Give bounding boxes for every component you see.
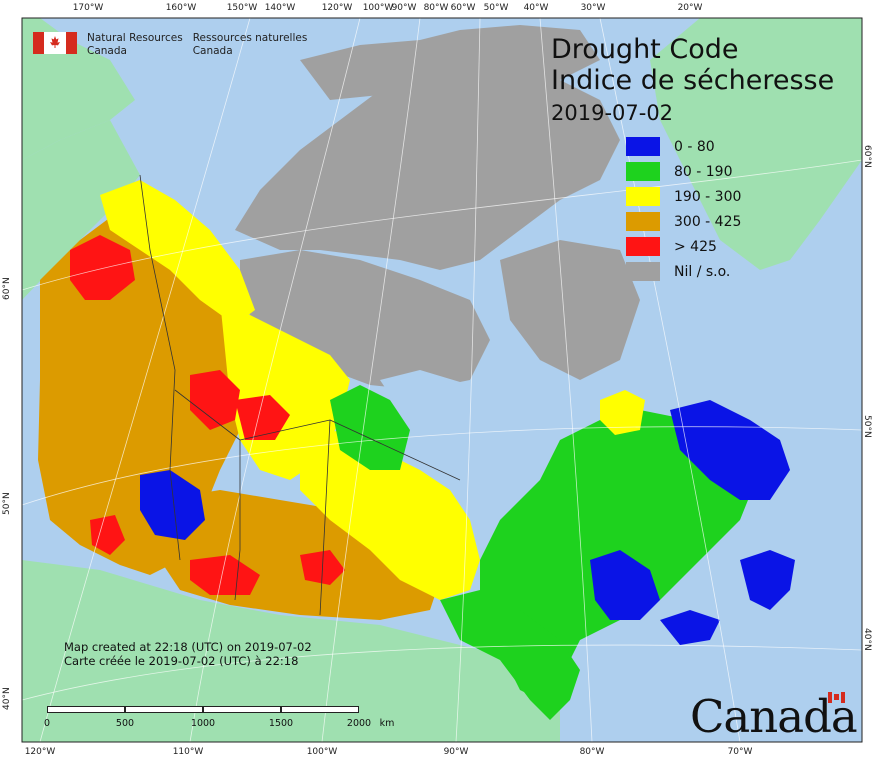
scale-label: 0 <box>43 718 51 729</box>
bottom-tick-3: 100°W <box>306 747 338 757</box>
labrador-blue <box>670 400 790 500</box>
top-tick-11: 40°W <box>523 3 549 13</box>
bottom-tick-5: 80°W <box>579 747 605 757</box>
legend-item: 300 - 425 <box>626 209 741 234</box>
bottom-tick-2: 110°W <box>172 747 204 757</box>
right-tick-2: 50°N <box>862 415 872 438</box>
top-tick-8: 80°W <box>423 3 449 13</box>
legend-label: 190 - 300 <box>674 188 742 205</box>
top-tick-13: 20°W <box>677 3 703 13</box>
nwt-red <box>190 370 240 430</box>
top-tick-2: 160°W <box>165 3 197 13</box>
left-tick-1: 60°N <box>2 277 12 300</box>
legend-swatch <box>626 212 660 231</box>
greenland <box>650 18 862 270</box>
legend-swatch <box>626 137 660 156</box>
legend-swatch <box>626 237 660 256</box>
top-tick-5: 120°W <box>321 3 353 13</box>
map-date: 2019-07-02 <box>551 101 674 125</box>
legend-swatch <box>626 187 660 206</box>
scale-label: 2000 <box>346 718 372 729</box>
alberta-blue <box>140 470 205 540</box>
right-tick-3: 40°N <box>862 628 872 651</box>
legend-label: > 425 <box>674 238 717 255</box>
manitoba-yellow <box>300 430 480 600</box>
quebec-blue <box>590 550 660 620</box>
scale-label: 500 <box>115 718 135 729</box>
dept-fr-line1: Ressources naturelles <box>192 32 308 44</box>
dept-en-line2: Canada <box>87 45 127 57</box>
legend-label: Nil / s.o. <box>674 263 731 280</box>
scale-baseline <box>47 712 357 713</box>
credit-fr: Carte créée le 2019-07-02 (UTC) à 22:18 <box>64 654 299 668</box>
top-tick-3: 150°W <box>226 3 258 13</box>
top-tick-7: 90°W <box>391 3 417 13</box>
legend-swatch <box>626 162 660 181</box>
legend-item: 190 - 300 <box>626 184 741 209</box>
province-borders <box>139 174 461 616</box>
legend-item: Nil / s.o. <box>626 259 741 284</box>
bottom-tick-4: 90°W <box>443 747 469 757</box>
bottom-tick-6: 70°W <box>727 747 753 757</box>
ns-blue <box>660 610 720 645</box>
graticule <box>21 17 863 743</box>
labrador-yellow <box>600 390 645 435</box>
bottom-tick-1: 120°W <box>24 747 56 757</box>
legend-item: > 425 <box>626 234 741 259</box>
baffin <box>500 240 640 380</box>
ontario-south-green <box>440 590 580 720</box>
legend-swatch <box>626 262 660 281</box>
map-title: Drought Code Indice de sécheresse 2019-0… <box>551 34 834 128</box>
usa-land <box>22 560 560 742</box>
legend-label: 80 - 190 <box>674 163 733 180</box>
scale-label: 1500 <box>268 718 294 729</box>
legend: 0 - 80 80 - 190 190 - 300 300 - 425 > 42… <box>626 134 741 284</box>
dept-name-en: Natural Resources Canada <box>87 32 183 58</box>
ontario-green <box>330 385 410 470</box>
right-tick-1: 60°N <box>862 145 872 168</box>
hudson-bay <box>380 370 510 470</box>
top-tick-1: 170°W <box>72 3 104 13</box>
bc-red <box>90 515 125 555</box>
alberta-red <box>190 555 260 595</box>
alaska-land <box>22 120 140 300</box>
nrcan-signature: Natural Resources Canada Ressources natu… <box>33 32 307 58</box>
nwt-red-2 <box>235 395 290 440</box>
dept-fr-line2: Canada <box>192 45 233 57</box>
newfoundland-blue <box>740 550 795 610</box>
wordmark-flag-icon <box>828 692 845 703</box>
arctic-islands <box>235 50 620 270</box>
left-tick-3: 40°N <box>2 687 12 710</box>
top-tick-10: 50°W <box>483 3 509 13</box>
left-tick-2: 50°N <box>2 492 12 515</box>
legend-item: 80 - 190 <box>626 159 741 184</box>
yukon-red <box>70 235 135 300</box>
top-tick-4: 140°W <box>264 3 296 13</box>
canada-flag-icon <box>33 32 77 54</box>
scale-unit: km <box>379 718 395 729</box>
top-tick-12: 30°W <box>580 3 606 13</box>
map-credits: Map created at 22:18 (UTC) on 2019-07-02… <box>64 640 312 668</box>
credit-en: Map created at 22:18 (UTC) on 2019-07-02 <box>64 640 312 654</box>
title-english: Drought Code <box>551 34 739 65</box>
top-tick-9: 60°W <box>450 3 476 13</box>
top-tick-6: 100°W <box>362 3 394 13</box>
dept-name-fr: Ressources naturelles Canada <box>193 32 308 58</box>
legend-label: 0 - 80 <box>674 138 715 155</box>
scale-label: 1000 <box>190 718 216 729</box>
dept-en-line1: Natural Resources <box>87 32 183 44</box>
legend-item: 0 - 80 <box>626 134 741 159</box>
title-french: Indice de sécheresse <box>551 65 835 96</box>
legend-label: 300 - 425 <box>674 213 742 230</box>
arctic-north <box>300 25 600 100</box>
